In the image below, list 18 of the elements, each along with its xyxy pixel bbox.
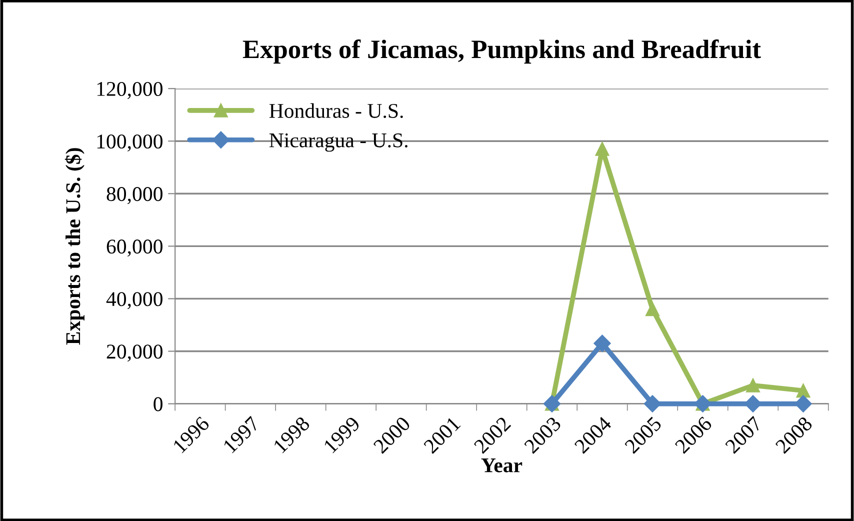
y-tick-label: 120,000 [97,82,162,99]
point [595,142,610,156]
x-axis-title: Year [481,458,522,472]
point [746,378,760,392]
chart-title: Exports of Jicamas, Pumpkins and Breadfruit [242,39,761,64]
y-tick-label: 80,000 [106,187,162,204]
point [594,334,611,352]
y-tick-label: 100,000 [97,134,162,152]
y-tick-label: 60,000 [106,240,162,257]
y-tick-label: 40,000 [106,292,162,310]
y-axis-title: Exports to the U.S. ($) [64,148,84,345]
point [646,302,660,316]
y-tick-label: 0 [154,397,162,412]
legend-label: Nicaragua - U.S. [269,133,408,152]
point [794,395,812,412]
point [796,384,810,398]
legend-label: Honduras - U.S. [269,103,403,118]
y-tick-label: 20,000 [106,344,162,362]
